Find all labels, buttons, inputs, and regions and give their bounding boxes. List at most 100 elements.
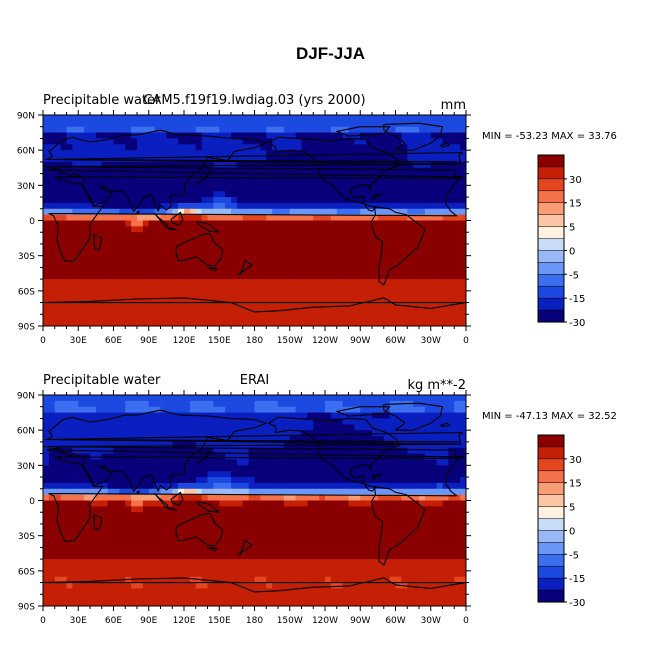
panel-2-center-title: ERAI	[240, 373, 269, 388]
panel-1-colorbar-label: -5	[569, 270, 579, 281]
panel-1-colorbar-box	[537, 214, 565, 228]
panel-2-ytick-label: 60N	[17, 427, 35, 437]
panel-2-colorbar-box	[537, 482, 565, 496]
panel-1-coastlines	[43, 122, 466, 313]
panel-1-colorbar-box	[537, 238, 565, 251]
panel-2-colorbar: 30 15 5 0 -5 -15 -30	[537, 434, 585, 609]
panel-2-coastlines	[43, 402, 466, 593]
panel-1-colorbar-label: 15	[569, 199, 582, 210]
panel-2-colorbar-box	[537, 589, 565, 603]
panel-1-colorbar-box	[537, 274, 565, 287]
panel-1-colorbar-box	[537, 166, 565, 180]
panel-1-xtick-label: 150E	[208, 336, 231, 346]
panel-1-xtick-label: 90W	[350, 336, 370, 346]
panel-2-colorbar-box	[537, 434, 565, 448]
panel-1-colorbar-label: -15	[569, 294, 585, 305]
panel-1-ytick-label: 30N	[17, 182, 35, 192]
panel-2-colorbar-box	[537, 470, 565, 484]
panel-1-colorbar-label: 0	[569, 246, 575, 257]
panel-2-colorbar-label: -30	[569, 598, 585, 609]
panel-2-colorbar-box	[537, 554, 565, 567]
panel-2-colorbar-box	[537, 506, 565, 520]
panel-2: 0 30E 60E 90E 120E 150E 180 150W 120W 90W 60W 30W 09…	[17, 373, 617, 626]
panel-2-colorbar-box	[537, 530, 565, 543]
panel-1-colorbar-box	[537, 202, 565, 216]
panel-1-colorbar-label: 30	[569, 175, 582, 186]
panel-1-colorbar-box	[537, 226, 565, 240]
panel-1-ytick-label: 30S	[18, 252, 35, 262]
panel-1-ytick-label: 90S	[18, 323, 35, 333]
panel-2-ytick-label: 60S	[18, 567, 35, 577]
panel-2-ytick-label: 30N	[17, 462, 35, 472]
panel-2-ytick-label: 0	[29, 497, 35, 507]
panel-2-colorbar-box	[537, 577, 565, 591]
panel-1-colorbar-box	[537, 250, 565, 263]
panel-1-colorbar-box	[537, 178, 565, 192]
panel-1-xtick-label: 120W	[312, 336, 338, 346]
panel-1-min-max: MIN = -53.23 MAX = 33.76	[482, 131, 617, 142]
panel-1-xtick-label: 0	[40, 336, 46, 346]
panel-2-xtick-label: 30E	[70, 616, 87, 626]
panel-1-xtick-label: 30W	[421, 336, 441, 346]
panel-2-colorbar-label: 0	[569, 526, 575, 537]
panel-2-xtick-label: 30W	[421, 616, 441, 626]
panel-2-xtick-label: 150E	[208, 616, 231, 626]
panel-1-xtick-label: 90E	[140, 336, 157, 346]
panel-2-units: kg m**-2	[407, 378, 466, 393]
panel-1-ytick-label: 90N	[17, 112, 35, 122]
panel-2-ytick-label: 90N	[17, 392, 35, 402]
panel-2-colorbar-label: -15	[569, 574, 585, 585]
panel-1-field	[43, 115, 466, 326]
panel-2-colorbar-box	[537, 542, 565, 555]
panel-1-colorbar-box	[537, 309, 565, 323]
panel-2-field	[43, 395, 466, 606]
panel-1-colorbar: 30 15 5 0 -5 -15 -30	[537, 154, 585, 329]
panel-2-colorbar-box	[537, 494, 565, 508]
panel-1-colorbar-box	[537, 262, 565, 275]
panel-2-colorbar-box	[537, 458, 565, 472]
panel-1-xtick-label: 30E	[70, 336, 87, 346]
panel-1-xtick-label: 60E	[105, 336, 122, 346]
panel-2-colorbar-box	[537, 446, 565, 460]
panel-2-xtick-label: 180	[246, 616, 263, 626]
panel-1-center-title: CAM5.f19f19.lwdiag.03 (yrs 2000)	[143, 93, 365, 108]
panel-1-colorbar-box	[537, 190, 565, 204]
panel-2-colorbar-box	[537, 518, 565, 531]
panel-1-xtick-label: 120E	[173, 336, 196, 346]
panel-2-xtick-label: 120E	[173, 616, 196, 626]
panel-2-xtick-label: 120W	[312, 616, 338, 626]
panel-1: 0 30E 60E 90E 120E 150E 180 150W 120W 90W 60W 30W 09…	[17, 93, 617, 346]
panel-1-colorbar-box	[537, 154, 565, 168]
panel-2-colorbar-label: -5	[569, 550, 579, 561]
panel-1-ytick-label: 60S	[18, 287, 35, 297]
panel-1-units: mm	[441, 98, 466, 113]
panel-2-axes	[38, 390, 471, 611]
panel-2-xtick-label: 90E	[140, 616, 157, 626]
panel-1-xtick-label: 180	[246, 336, 263, 346]
panel-1-colorbar-box	[537, 297, 565, 311]
figure-title: DJF-JJA	[296, 44, 365, 63]
panel-1-xtick-label: 0	[463, 336, 469, 346]
panel-2-ytick-label: 90S	[18, 603, 35, 613]
panel-2-xtick-label: 60E	[105, 616, 122, 626]
panel-2-colorbar-label: 15	[569, 479, 582, 490]
panel-1-left-title: Precipitable water	[43, 93, 161, 108]
panel-1-colorbar-label: 5	[569, 223, 575, 234]
panel-1-xtick-label: 60W	[385, 336, 405, 346]
panel-2-xtick-label: 0	[463, 616, 469, 626]
panel-2-xtick-label: 0	[40, 616, 46, 626]
panel-2-min-max: MIN = -47.13 MAX = 32.52	[482, 411, 617, 422]
panel-2-colorbar-box	[537, 565, 565, 579]
panel-1-ytick-label: 0	[29, 217, 35, 227]
panel-1-xtick-label: 150W	[277, 336, 303, 346]
panel-2-colorbar-label: 30	[569, 455, 582, 466]
panel-2-xtick-label: 90W	[350, 616, 370, 626]
panel-1-colorbar-box	[537, 285, 565, 299]
panel-2-left-title: Precipitable water	[43, 373, 161, 388]
panel-2-xtick-label: 60W	[385, 616, 405, 626]
panel-2-colorbar-label: 5	[569, 503, 575, 514]
panel-1-axes	[38, 110, 471, 331]
panel-1-ytick-label: 60N	[17, 147, 35, 157]
panel-1-colorbar-label: -30	[569, 318, 585, 329]
